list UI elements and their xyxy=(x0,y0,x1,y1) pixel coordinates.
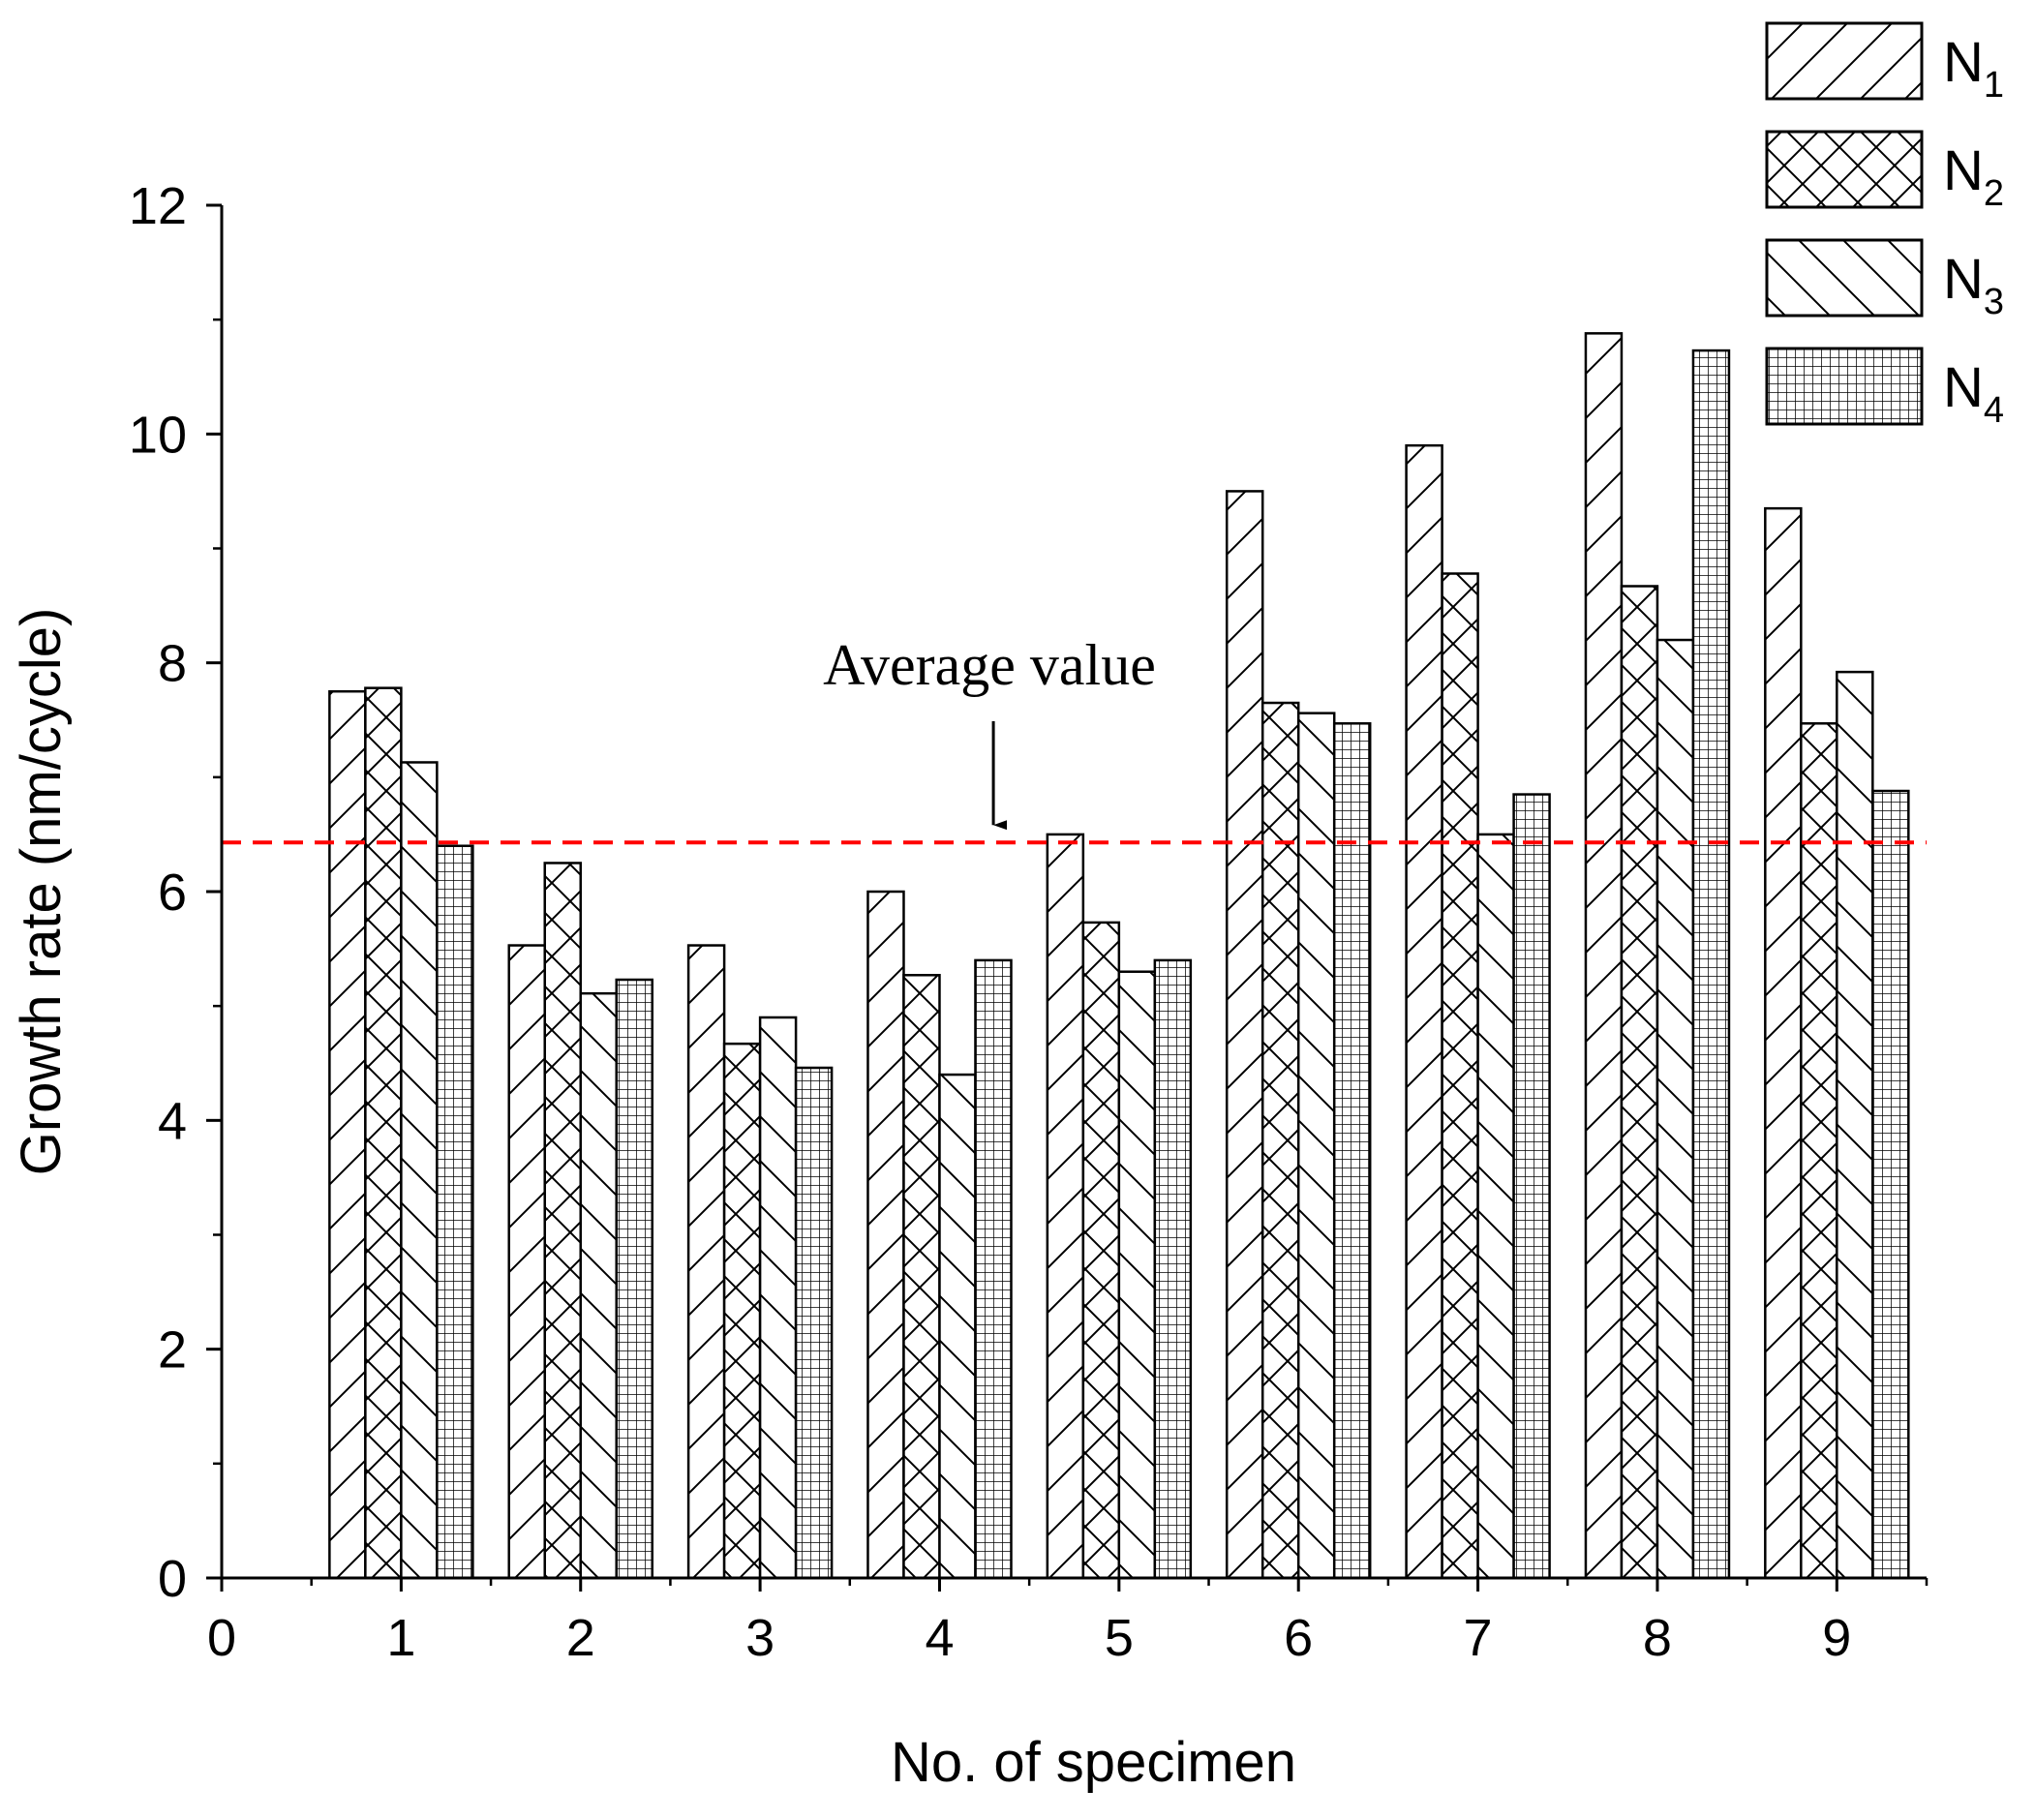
bar-n4-specimen-3 xyxy=(794,1066,834,1580)
y-tick-label: 4 xyxy=(158,1092,187,1150)
bar-n3-specimen-3 xyxy=(758,1016,798,1580)
bar-n1-specimen-8 xyxy=(1584,332,1624,1580)
bar-n2-specimen-6 xyxy=(1260,701,1300,1580)
legend-swatch-n1 xyxy=(1765,21,1924,101)
legend: N1 N2 N3 N4 xyxy=(1765,21,2004,431)
legend-label-n2: N2 xyxy=(1943,139,2004,214)
y-tick-label: 0 xyxy=(158,1550,187,1608)
bar-n3-specimen-5 xyxy=(1117,970,1157,1580)
bar-n1-specimen-5 xyxy=(1046,833,1085,1580)
bar-n1-specimen-7 xyxy=(1405,443,1443,1580)
bar-n1-specimen-6 xyxy=(1225,490,1264,1580)
bar-n2-specimen-5 xyxy=(1081,921,1121,1580)
bar-n2-specimen-7 xyxy=(1441,572,1479,1580)
y-tick-label: 12 xyxy=(129,177,187,235)
x-tick-label: 6 xyxy=(1284,1609,1313,1667)
bar-n4-specimen-8 xyxy=(1691,349,1731,1580)
bar-n1-specimen-3 xyxy=(686,944,726,1580)
legend-label-n4: N4 xyxy=(1943,356,2004,431)
bar-n4-specimen-2 xyxy=(615,978,653,1580)
bar-n2-specimen-9 xyxy=(1800,722,1838,1580)
legend-swatch-n2 xyxy=(1765,130,1924,209)
bar-n1-specimen-4 xyxy=(866,890,905,1580)
y-tick-label: 2 xyxy=(158,1321,187,1380)
bar-n1-specimen-2 xyxy=(507,944,546,1580)
bar-n3-specimen-9 xyxy=(1836,670,1874,1580)
y-tick-label: 6 xyxy=(158,864,187,922)
y-tick-label: 10 xyxy=(129,406,187,464)
x-tick-label: 9 xyxy=(1822,1609,1851,1667)
legend-label-n3: N3 xyxy=(1943,248,2004,322)
bar-n3-specimen-8 xyxy=(1655,638,1695,1580)
bars-layer xyxy=(328,332,1910,1580)
bar-n2-specimen-4 xyxy=(902,974,941,1580)
bar-n4-specimen-7 xyxy=(1512,793,1551,1580)
x-tick-label: 5 xyxy=(1105,1609,1134,1667)
x-tick-label: 3 xyxy=(745,1609,775,1667)
x-tick-label: 0 xyxy=(207,1609,236,1667)
legend-swatch-n4 xyxy=(1765,347,1924,426)
bar-n4-specimen-1 xyxy=(436,844,474,1580)
bar-n3-specimen-2 xyxy=(579,991,618,1580)
bar-n4-specimen-4 xyxy=(974,958,1013,1580)
bar-n1-specimen-9 xyxy=(1764,506,1803,1580)
x-tick-label: 2 xyxy=(566,1609,595,1667)
bar-n2-specimen-3 xyxy=(722,1042,762,1580)
x-tick-label: 1 xyxy=(386,1609,415,1667)
legend-label-n1: N1 xyxy=(1943,31,2004,106)
bar-n2-specimen-1 xyxy=(364,686,403,1580)
bar-n3-specimen-4 xyxy=(938,1073,977,1580)
bar-n1-specimen-1 xyxy=(328,689,367,1580)
y-tick-label: 8 xyxy=(158,635,187,693)
bar-n3-specimen-1 xyxy=(400,761,439,1580)
y-axis-label: Growth rate (nm/cycle) xyxy=(10,608,73,1176)
x-tick-label: 7 xyxy=(1464,1609,1493,1667)
bar-n4-specimen-5 xyxy=(1153,958,1193,1580)
bar-n2-specimen-2 xyxy=(543,862,582,1580)
x-axis-label: No. of specimen xyxy=(891,1731,1296,1794)
x-tick-label: 4 xyxy=(925,1609,954,1667)
bar-n3-specimen-7 xyxy=(1476,833,1515,1580)
bar-n4-specimen-9 xyxy=(1871,789,1910,1580)
average-value-annotation: Average value xyxy=(823,633,1156,697)
legend-swatch-n3 xyxy=(1765,238,1924,318)
bar-n2-specimen-8 xyxy=(1620,585,1659,1580)
bar-n4-specimen-6 xyxy=(1332,722,1372,1580)
x-tick-label: 8 xyxy=(1643,1609,1672,1667)
